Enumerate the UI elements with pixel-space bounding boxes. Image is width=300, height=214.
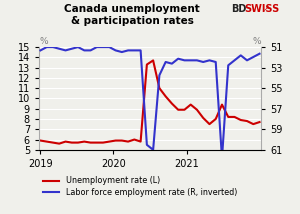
Legend: Unemployment rate (L), Labor force employment rate (R, inverted): Unemployment rate (L), Labor force emplo… <box>43 176 237 197</box>
Text: ↗: ↗ <box>262 4 269 13</box>
Text: Canada unemployment
& participation rates: Canada unemployment & participation rate… <box>64 4 200 26</box>
Text: %: % <box>39 37 48 46</box>
Text: BD: BD <box>231 4 246 14</box>
Text: %: % <box>252 37 261 46</box>
Text: SWISS: SWISS <box>244 4 280 14</box>
